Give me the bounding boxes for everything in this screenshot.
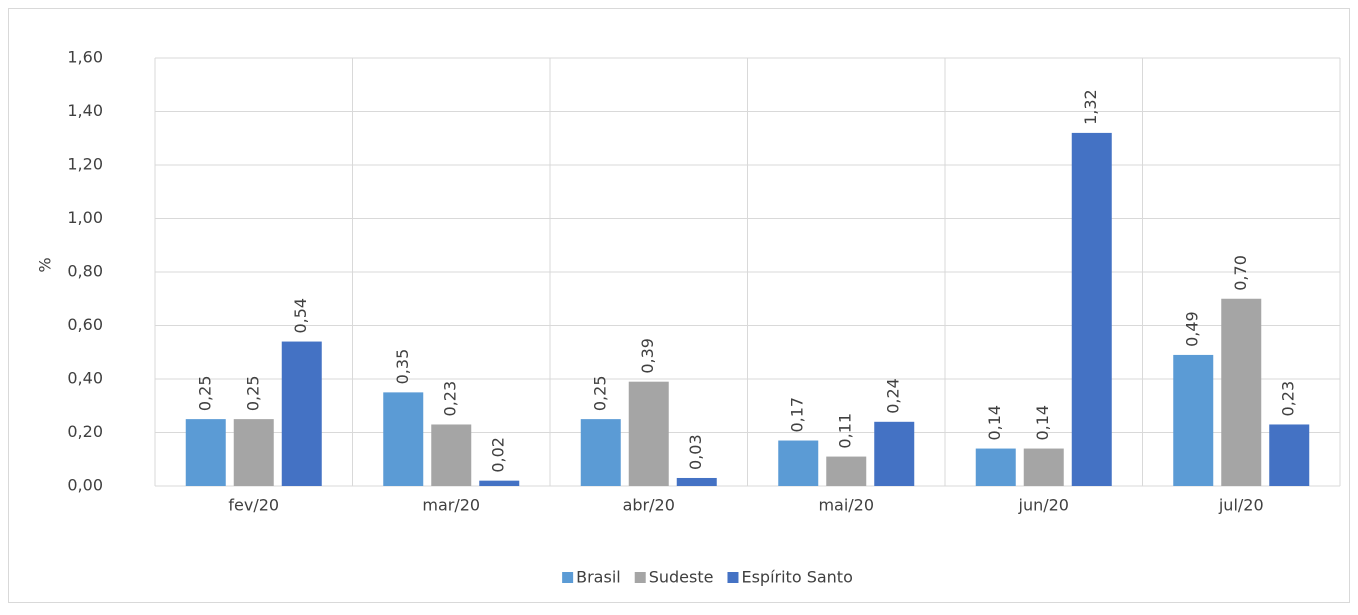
data-label: 0,25 — [195, 376, 214, 412]
bar — [431, 424, 472, 486]
bar — [580, 419, 621, 486]
y-tick-label: 1,60 — [67, 48, 103, 67]
legend-label: Espírito Santo — [741, 568, 852, 587]
bar — [778, 440, 819, 486]
y-tick-label: 0,80 — [67, 262, 103, 281]
y-axis-label: % — [36, 257, 55, 272]
y-tick-label: 1,00 — [67, 208, 103, 227]
bar — [826, 456, 867, 486]
bar — [233, 419, 274, 486]
data-label: 0,14 — [1033, 405, 1052, 441]
data-label: 0,25 — [590, 376, 609, 412]
data-label: 0,03 — [686, 434, 705, 470]
chart-border — [8, 8, 1350, 603]
data-label: 0,35 — [393, 349, 412, 385]
bar — [1023, 448, 1064, 486]
data-label: 0,24 — [884, 378, 903, 414]
bar — [479, 480, 520, 486]
bar — [185, 419, 226, 486]
data-label: 0,25 — [243, 376, 262, 412]
bar — [1269, 424, 1310, 486]
bar — [874, 421, 915, 486]
data-label: 0,23 — [1279, 381, 1298, 417]
bar — [628, 381, 669, 486]
data-label: 0,14 — [985, 405, 1004, 441]
x-tick-label: mar/20 — [422, 496, 480, 515]
x-tick-label: mai/20 — [818, 496, 874, 515]
x-tick-label: abr/20 — [623, 496, 675, 515]
data-label: 0,54 — [291, 298, 310, 334]
legend-swatch — [562, 572, 574, 583]
data-label: 0,11 — [836, 413, 855, 449]
bar — [975, 448, 1016, 486]
bar — [676, 477, 717, 486]
legend-label: Sudeste — [649, 568, 714, 587]
data-label: 0,49 — [1183, 311, 1202, 347]
data-label: 0,70 — [1231, 255, 1250, 291]
y-tick-label: 0,20 — [67, 422, 103, 441]
y-tick-label: 0,40 — [67, 369, 103, 388]
legend-swatch — [727, 572, 739, 583]
y-tick-label: 1,40 — [67, 101, 103, 120]
x-tick-label: fev/20 — [228, 496, 279, 515]
data-label: 0,17 — [788, 397, 807, 433]
x-tick-label: jun/20 — [1018, 496, 1069, 515]
legend-label: Brasil — [576, 568, 621, 587]
bar — [1071, 132, 1112, 486]
data-label: 0,23 — [441, 381, 460, 417]
x-tick-label: jul/20 — [1218, 496, 1264, 515]
bar — [1173, 354, 1214, 486]
data-label: 1,32 — [1081, 89, 1100, 125]
bar — [281, 341, 322, 486]
bar — [383, 392, 424, 486]
y-tick-label: 0,60 — [67, 315, 103, 334]
data-label: 0,02 — [489, 437, 508, 473]
legend-swatch — [634, 572, 646, 583]
data-label: 0,39 — [638, 338, 657, 374]
bar — [1221, 298, 1262, 486]
y-tick-label: 0,00 — [67, 476, 103, 495]
y-tick-label: 1,20 — [67, 155, 103, 174]
